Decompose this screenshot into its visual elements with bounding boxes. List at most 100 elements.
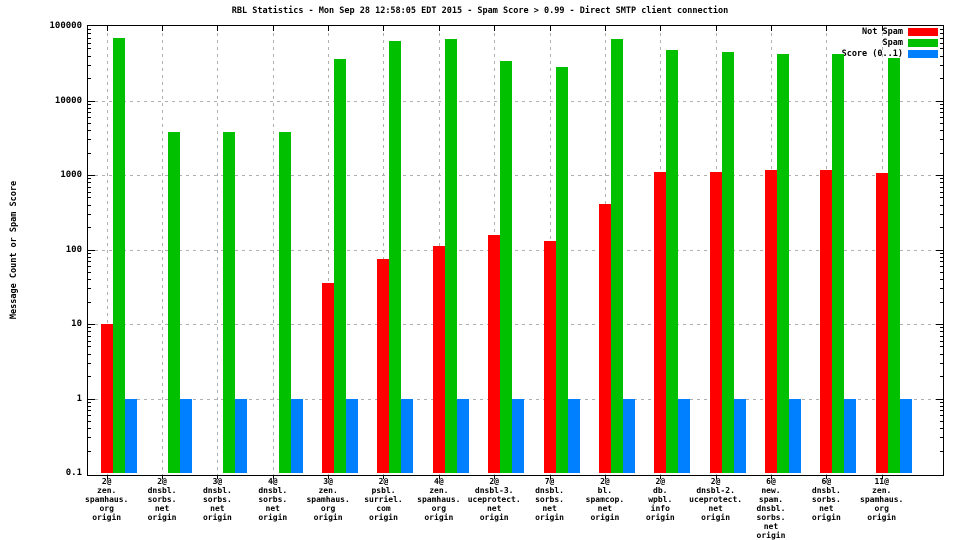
x-gridline — [162, 26, 164, 475]
y-minor-tick — [88, 420, 91, 422]
y-minor-tick — [940, 327, 943, 329]
x-gridline — [106, 26, 108, 475]
bar-score — [788, 398, 801, 473]
y-minor-tick — [940, 428, 943, 430]
y-minor-tick — [940, 33, 943, 35]
x-top-tick — [881, 26, 883, 31]
y-minor-tick — [940, 186, 943, 188]
x-top-tick — [604, 26, 606, 31]
x-bottom-tick — [715, 475, 717, 479]
bar-score — [622, 398, 635, 473]
y-minor-tick — [940, 139, 943, 141]
bar-score — [235, 398, 248, 473]
y-minor-tick — [940, 107, 943, 109]
y-minor-tick — [940, 197, 943, 199]
y-minor-tick — [940, 112, 943, 114]
x-bottom-tick — [217, 475, 219, 479]
y-minor-tick — [88, 48, 91, 50]
y-minor-tick — [88, 191, 91, 193]
x-top-tick — [217, 26, 219, 31]
bar-spam — [223, 131, 236, 473]
y-tick-label: 100000 — [49, 21, 82, 31]
x-tick-label: 2@ dnsbl-3. uceprotect. net origin — [467, 477, 521, 522]
x-top-tick — [826, 26, 828, 31]
y-minor-tick — [940, 401, 943, 403]
y-minor-tick — [940, 103, 943, 105]
y-minor-tick — [940, 256, 943, 258]
y-minor-tick — [88, 37, 91, 39]
bar-score — [844, 398, 857, 473]
bar-score — [567, 398, 580, 473]
y-major-tick — [88, 398, 95, 400]
x-gridline — [328, 26, 330, 475]
legend-row-score: Score (0..1) — [842, 49, 938, 59]
y-minor-tick — [940, 335, 943, 337]
y-tick-label: 0.1 — [65, 468, 82, 478]
y-minor-tick — [88, 362, 91, 364]
y-minor-tick — [940, 288, 943, 290]
y-minor-tick — [940, 122, 943, 124]
y-gridline — [88, 249, 943, 251]
bar-score — [346, 398, 359, 473]
x-top-tick — [106, 26, 108, 31]
legend-label-spam: Spam — [882, 38, 903, 48]
y-minor-tick — [88, 261, 91, 263]
y-minor-tick — [940, 301, 943, 303]
y-major-tick — [88, 249, 95, 251]
y-minor-tick — [88, 78, 91, 80]
bar-not-spam — [322, 283, 335, 473]
x-tick-label: 11@ zen. spamhaus. org origin — [860, 477, 904, 522]
y-gridline — [88, 175, 943, 176]
x-bottom-tick — [328, 475, 330, 479]
bar-not-spam — [543, 241, 556, 473]
x-bottom-tick — [826, 475, 828, 479]
y-minor-tick — [88, 197, 91, 199]
y-minor-tick — [940, 340, 943, 342]
y-minor-tick — [940, 405, 943, 407]
y-minor-tick — [940, 410, 943, 412]
x-top-tick — [770, 26, 772, 31]
y-minor-tick — [940, 353, 943, 355]
x-top-tick — [660, 26, 662, 31]
bar-spam — [278, 131, 291, 473]
legend-swatch-spam — [908, 39, 938, 47]
x-bottom-tick — [494, 475, 496, 479]
y-minor-tick — [88, 33, 91, 35]
x-top-tick — [162, 26, 164, 31]
y-minor-tick — [940, 178, 943, 180]
y-minor-tick — [88, 340, 91, 342]
bar-score — [899, 398, 912, 473]
y-minor-tick — [88, 213, 91, 215]
y-minor-tick — [940, 55, 943, 57]
legend-row-spam: Spam — [842, 38, 938, 48]
bar-spam — [721, 51, 734, 473]
x-top-tick — [549, 26, 551, 31]
bar-not-spam — [709, 171, 722, 473]
legend-swatch-not-spam — [908, 28, 938, 36]
y-minor-tick — [88, 256, 91, 258]
bar-score — [290, 398, 303, 473]
y-minor-tick — [940, 48, 943, 50]
bar-score — [456, 398, 469, 473]
x-bottom-tick — [162, 475, 164, 479]
y-minor-tick — [88, 29, 91, 31]
y-minor-tick — [88, 279, 91, 281]
bar-spam — [666, 49, 679, 473]
x-bottom-tick — [438, 475, 440, 479]
y-minor-tick — [940, 415, 943, 417]
x-top-tick — [328, 26, 330, 31]
y-minor-tick — [88, 401, 91, 403]
bar-score — [401, 398, 414, 473]
y-minor-tick — [940, 130, 943, 132]
y-major-tick — [936, 249, 943, 251]
y-minor-tick — [88, 204, 91, 206]
x-tick-label: 2@ psbl. surriel. com origin — [364, 477, 403, 522]
y-minor-tick — [88, 139, 91, 141]
bar-score — [733, 398, 746, 473]
y-minor-tick — [940, 279, 943, 281]
y-minor-tick — [940, 331, 943, 333]
y-minor-tick — [88, 103, 91, 105]
bar-not-spam — [820, 170, 833, 473]
x-tick-label: 3@ zen. spamhaus. org origin — [306, 477, 350, 522]
y-minor-tick — [88, 152, 91, 154]
